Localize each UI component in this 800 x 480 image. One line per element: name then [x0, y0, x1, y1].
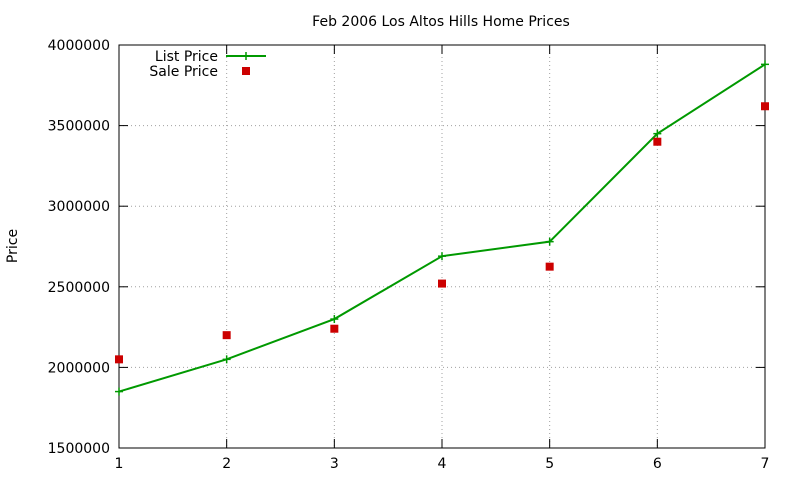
- data-point: [653, 137, 662, 146]
- data-point: [438, 279, 446, 288]
- legend-label: List Price: [155, 49, 218, 65]
- y-tick-label: 4000000: [48, 38, 110, 54]
- x-tick-label: 2: [222, 456, 231, 472]
- x-tick-label: 7: [761, 456, 770, 472]
- legend-entry: List Price: [155, 49, 266, 65]
- y-axis-label: Price: [5, 229, 21, 263]
- y-tick-label: 1500000: [48, 441, 110, 457]
- data-point: [115, 387, 123, 396]
- data-point: [222, 355, 231, 364]
- legend-marker: [242, 67, 250, 75]
- data-point: [222, 331, 231, 340]
- data-point: [438, 252, 446, 261]
- chart-title: Feb 2006 Los Altos Hills Home Prices: [312, 14, 570, 30]
- legend-marker: [242, 52, 250, 60]
- x-tick-label: 1: [115, 456, 124, 472]
- series-list-price: [115, 60, 769, 396]
- data-point: [653, 129, 662, 138]
- data-point: [761, 60, 769, 69]
- y-tick-label: 2500000: [48, 280, 110, 296]
- x-tick-label: 4: [438, 456, 447, 472]
- data-point: [330, 324, 339, 333]
- y-tick-label: 3000000: [48, 199, 110, 215]
- legend-entry: Sale Price: [149, 64, 250, 80]
- x-tick-label: 6: [653, 456, 662, 472]
- x-tick-label: 3: [330, 456, 339, 472]
- x-tick-label: 5: [545, 456, 554, 472]
- data-point: [545, 262, 554, 271]
- legend-label: Sale Price: [149, 64, 218, 80]
- plot-area-frame: [118, 44, 766, 449]
- axis-ticks: 1500000 2000000 2500000 3000000 3500000 40000…: [48, 38, 770, 472]
- grid: [119, 45, 765, 448]
- data-point: [761, 102, 769, 111]
- data-point: [545, 237, 554, 246]
- y-tick-label: 2000000: [48, 360, 110, 376]
- data-point: [330, 315, 339, 324]
- series: [115, 60, 769, 396]
- y-tick-label: 3500000: [48, 119, 110, 135]
- data-point: [115, 355, 123, 364]
- series-sale-price: [115, 102, 769, 364]
